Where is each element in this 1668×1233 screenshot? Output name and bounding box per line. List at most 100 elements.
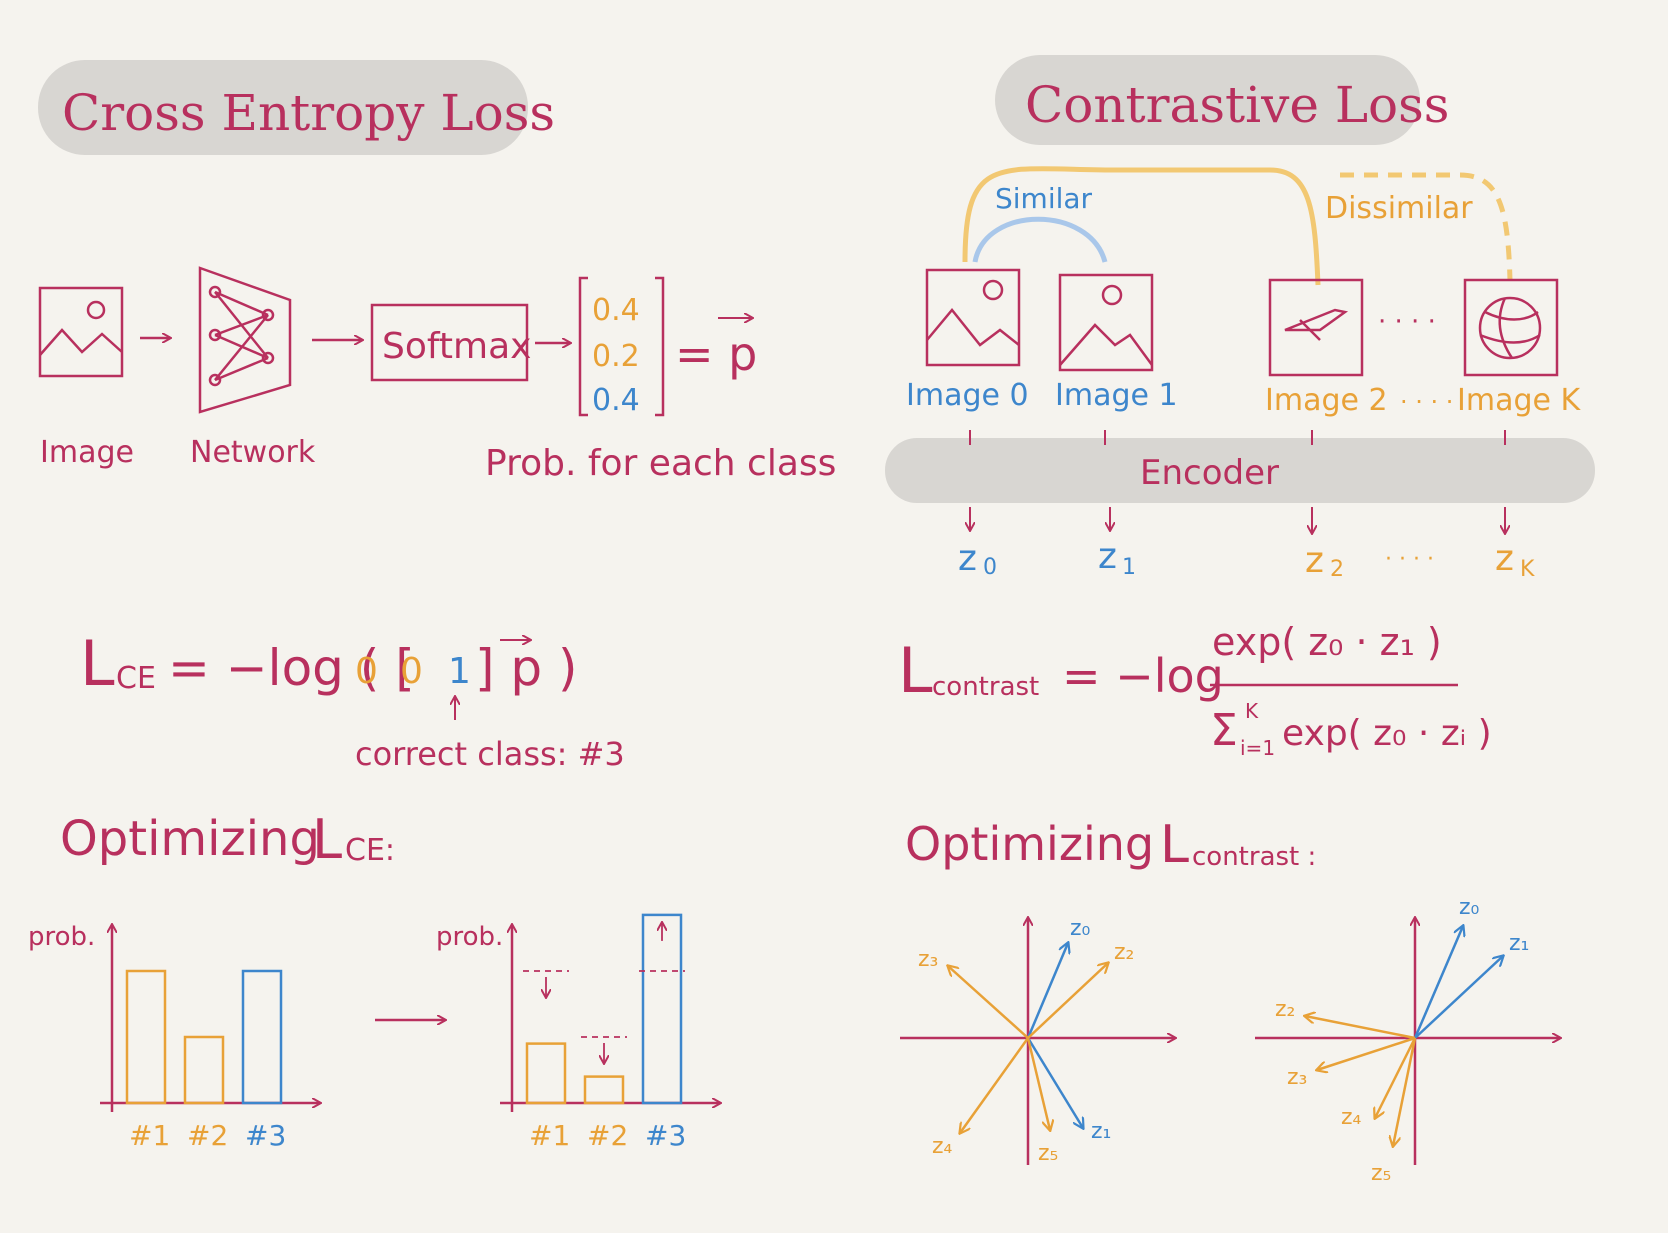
vector-label-2: z₂ [1114,940,1134,965]
embeddings: z 0 z 1 z 2 · · · · z K [958,536,1535,582]
image-1-icon [1058,273,1154,372]
bar-1 [125,969,167,1105]
vector-5 [1393,1037,1417,1146]
bar-3 [241,969,283,1105]
sum-top: K [1245,699,1259,723]
vector-label-5: z₅ [1038,1141,1058,1166]
zK-sub: K [1520,557,1535,582]
y-axis-label: prob. [436,922,503,952]
image-labels: Image 0 Image 1 Image 2 · · · · Image K [906,378,1581,418]
vector-label-4: z₄ [1341,1105,1362,1130]
vector-4 [1375,1037,1417,1118]
ce-onehot-2: 0 [400,651,423,692]
category-label: #3 [245,1119,286,1152]
image-0-icon [925,268,1021,367]
vector-5 [1026,1037,1050,1130]
basketball-image-icon [1463,278,1559,377]
cl-optimizing-sub: contrast : [1192,842,1316,872]
z2: z [1305,540,1324,581]
cl-denominator: exp( z₀ · zᵢ ) [1282,713,1492,754]
z1-sub: 1 [1122,555,1136,580]
vector-0 [1413,926,1463,1039]
category-label: #2 [187,1119,228,1152]
cl-formula-eq: = −log [1062,649,1224,703]
bracket-left [578,276,588,417]
cl-numerator: exp( z₀ · z₁ ) [1212,620,1442,664]
dissimilar-arc-dashed [1340,172,1513,281]
encoder-label: Encoder [1140,453,1279,493]
vector-3 [948,966,1029,1039]
cl-optimizing-L: L [1160,815,1189,875]
cl-title-pill [995,55,1420,145]
network-icon [198,266,292,414]
vector-3 [1317,1036,1416,1070]
bar-2 [583,1075,625,1105]
cl-optimizing-title: Optimizing [905,817,1154,871]
z-ellipsis: · · · · [1385,547,1434,572]
ce-onehot-1: 0 [355,651,378,692]
ce-formula-suffix: ] p ) [475,639,578,697]
cl-formula: L contrast = −log exp( z₀ · z₁ ) Σ K i=1… [898,620,1492,760]
encoder-block [885,438,1595,503]
ce-formula-sub: CE [116,661,156,696]
correct-class-annotation: correct class: #3 [355,735,625,773]
category-label: #2 [587,1119,628,1152]
vector-2 [1027,963,1108,1039]
vectors-after: z₀ z₁ z₂ z₃ z₄ z₅ [1255,895,1560,1186]
zK: z [1495,538,1514,579]
cl-title: Contrastive Loss [1025,76,1449,134]
similar-arc [972,216,1108,263]
vector-label-3: z₃ [1287,1065,1307,1090]
vector-2 [1305,1016,1416,1040]
ce-formula-rhs: = −log ( [ [168,639,415,697]
vector-value-1: 0.4 [592,293,640,328]
label-ellipsis: · · · · [1400,388,1453,416]
image-label-2: Image 2 [1265,383,1388,418]
vector-label-1: z₁ [1091,1119,1111,1144]
image-label-K: Image K [1457,383,1581,418]
vector-1 [1414,956,1503,1039]
sum-symbol: Σ [1210,705,1238,756]
network-label: Network [190,435,316,470]
bar-2 [183,1035,225,1105]
ce-optimizing-L: L [312,808,342,871]
y-axis-label: prob. [28,922,95,952]
ce-chart-after: prob. #1 #2 #3 [436,913,720,1152]
vector-value-3: 0.4 [592,383,640,418]
z0-sub: 0 [983,555,997,580]
equals-p: = p [675,327,757,381]
vector-label-0: z₀ [1070,916,1091,941]
vector-label-4: z₄ [932,1134,953,1159]
bar-3 [641,913,683,1105]
vector-label-3: z₃ [918,947,938,972]
vector-0 [1026,943,1068,1039]
ce-title-group: Cross Entropy Loss [38,60,555,155]
category-label: #1 [529,1119,570,1152]
ce-pipeline [38,266,665,417]
bracket-right [655,276,665,417]
cl-title-group: Contrastive Loss [995,55,1449,145]
cl-formula-sub: contrast [932,672,1039,702]
image-label: Image [40,435,134,470]
vector-label-1: z₁ [1509,931,1529,956]
image-ellipsis: · · · · [1378,307,1436,337]
ce-chart-before: prob. #1 #2 #3 [28,922,320,1152]
dissimilar-arc [962,166,1321,286]
z2-sub: 2 [1330,557,1344,582]
vector-value-2: 0.2 [592,339,640,374]
softmax-label: Softmax [382,326,531,367]
category-label: #3 [645,1119,686,1152]
vector-label-5: z₅ [1371,1161,1391,1186]
category-label: #1 [129,1119,170,1152]
vector-label-0: z₀ [1459,895,1480,920]
vector-1 [1026,1037,1083,1128]
z1: z [1098,536,1117,577]
z0: z [958,538,977,579]
image-icon [38,286,124,378]
ce-optimizing-sub: CE: [345,833,395,868]
airplane-image-icon [1268,278,1364,377]
vector-label-2: z₂ [1275,997,1295,1022]
ce-pipeline-text: Softmax 0.4 0.2 0.4 = p Image Network Pr… [40,293,836,484]
ce-title: Cross Entropy Loss [62,84,555,142]
